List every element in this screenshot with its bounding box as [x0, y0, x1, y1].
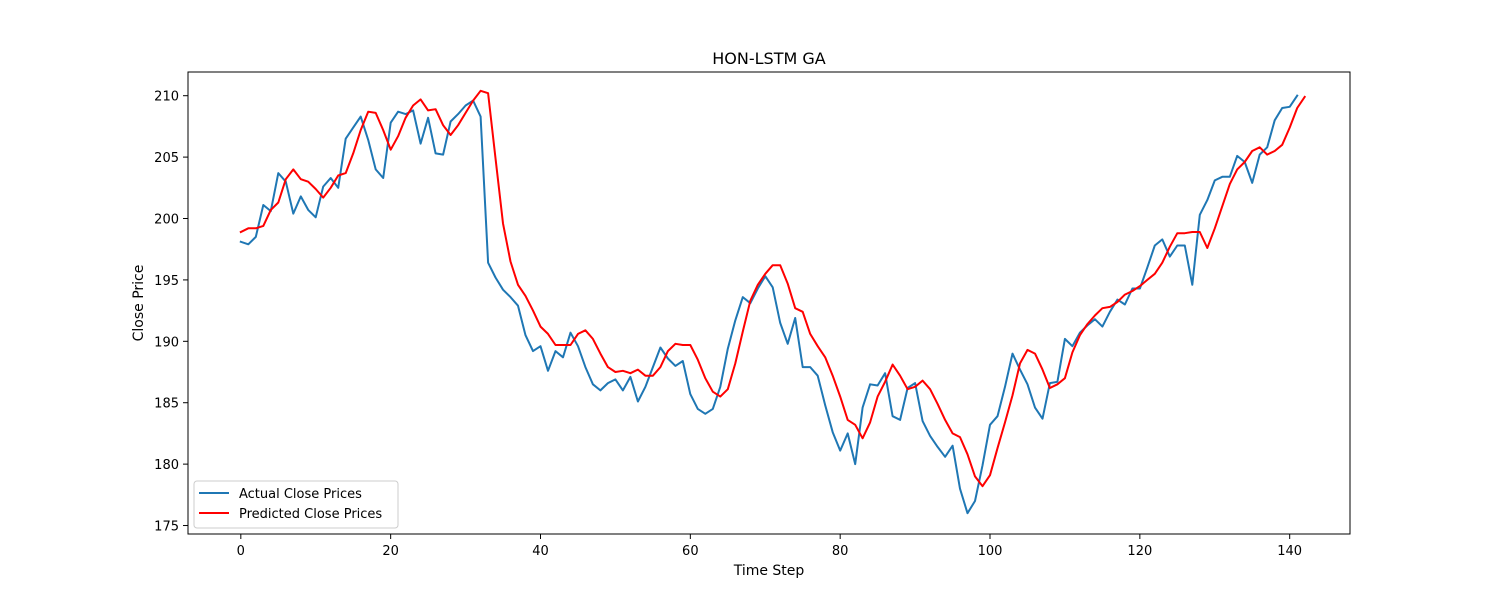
x-tick-label: 60 — [682, 544, 699, 559]
axes-layer: 0 20 40 60 80 100 120 140 175 180 185 190 195 200 205 2… — [154, 71, 1351, 559]
series-layer — [239, 89, 1307, 515]
legend-label: Actual Close Prices — [239, 487, 362, 502]
x-tick-label: 100 — [978, 544, 1003, 559]
x-tick-label: 80 — [832, 544, 849, 559]
y-tick-label: 205 — [154, 151, 179, 166]
x-tick-label: 140 — [1277, 544, 1302, 559]
legend: Actual Close Prices Predicted Close Price… — [193, 480, 399, 529]
y-tick-label: 175 — [154, 520, 179, 535]
y-tick-label: 180 — [154, 458, 179, 473]
x-tick-label: 20 — [382, 544, 399, 559]
y-tick-label: 190 — [154, 335, 179, 350]
legend-box — [193, 480, 399, 529]
y-tick-label: 185 — [154, 397, 179, 412]
series-line-predicted — [239, 89, 1307, 488]
x-tick-label: 120 — [1127, 544, 1152, 559]
plot-frame — [187, 71, 1351, 535]
y-tick-label: 195 — [154, 274, 179, 289]
series-line-actual — [239, 94, 1299, 515]
x-axis-label: Time Step — [733, 563, 805, 579]
chart-title: HON-LSTM GA — [712, 49, 826, 68]
legend-label: Predicted Close Prices — [239, 507, 382, 522]
y-tick-label: 200 — [154, 213, 179, 228]
x-tick-label: 40 — [532, 544, 549, 559]
x-tick-label: 0 — [237, 544, 245, 559]
y-tick-label: 210 — [154, 90, 179, 105]
y-axis-label: Close Price — [131, 265, 147, 342]
